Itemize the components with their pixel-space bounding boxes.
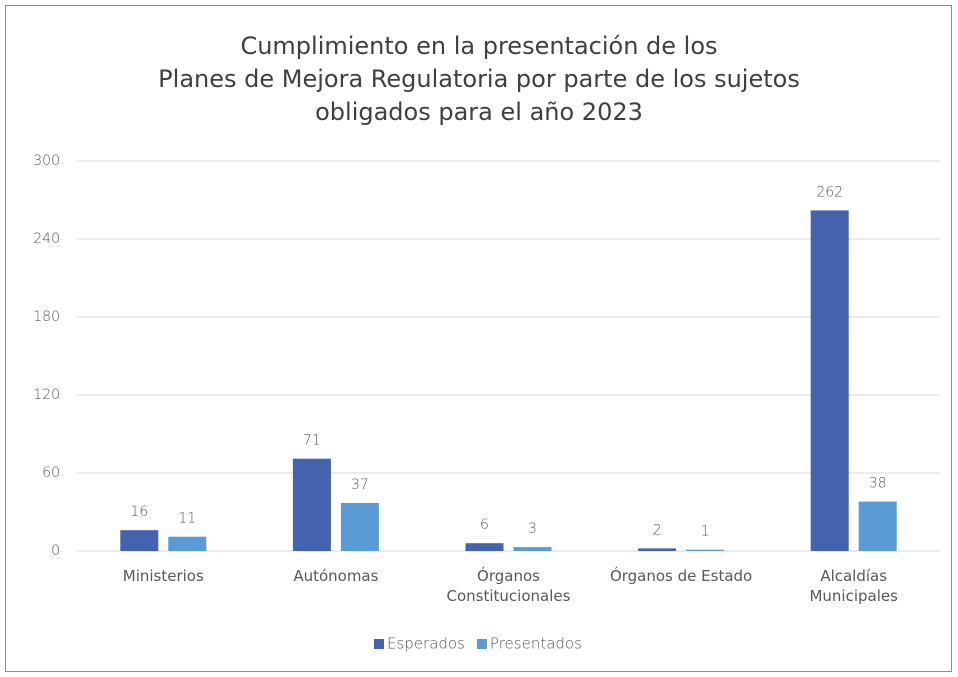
bar (340, 502, 379, 551)
y-tick-label: 0 (51, 543, 60, 559)
y-tick-label: 300 (33, 153, 60, 169)
value-label: 37 (351, 477, 369, 493)
value-label: 11 (178, 511, 196, 527)
x-tick-label: Alcaldías Municipales (809, 567, 898, 605)
chart-title: Cumplimiento en la presentación de los P… (158, 32, 800, 126)
value-label: 2 (653, 522, 662, 538)
bar (686, 549, 725, 551)
value-label: 3 (528, 521, 537, 537)
value-label: 1 (701, 524, 710, 540)
value-label: 38 (869, 476, 887, 492)
bar (292, 458, 331, 551)
chart-border (5, 5, 952, 672)
bar (168, 536, 207, 551)
bar (858, 501, 897, 551)
bar (513, 547, 552, 551)
y-tick-label: 180 (33, 309, 60, 325)
x-tick-label: Ministerios (122, 567, 204, 585)
value-label: 262 (816, 184, 843, 200)
value-label: 16 (130, 504, 148, 520)
legend-label: Presentados (490, 635, 582, 653)
x-tick-label: Autónomas (293, 567, 379, 585)
bar (810, 210, 849, 551)
x-tick-label: Órganos de Estado (609, 567, 753, 585)
x-tick-label: Órganos Constitucionales (446, 567, 571, 605)
y-tick-label: 240 (33, 231, 60, 247)
legend-swatch (374, 639, 384, 649)
bar (120, 530, 159, 551)
value-label: 71 (303, 433, 321, 449)
y-tick-label: 60 (42, 465, 60, 481)
legend-swatch (476, 639, 487, 649)
bar (638, 548, 677, 551)
y-tick-label: 120 (33, 387, 60, 403)
bar (465, 543, 504, 551)
legend-label: Esperados (387, 635, 465, 653)
value-label: 6 (480, 517, 489, 533)
